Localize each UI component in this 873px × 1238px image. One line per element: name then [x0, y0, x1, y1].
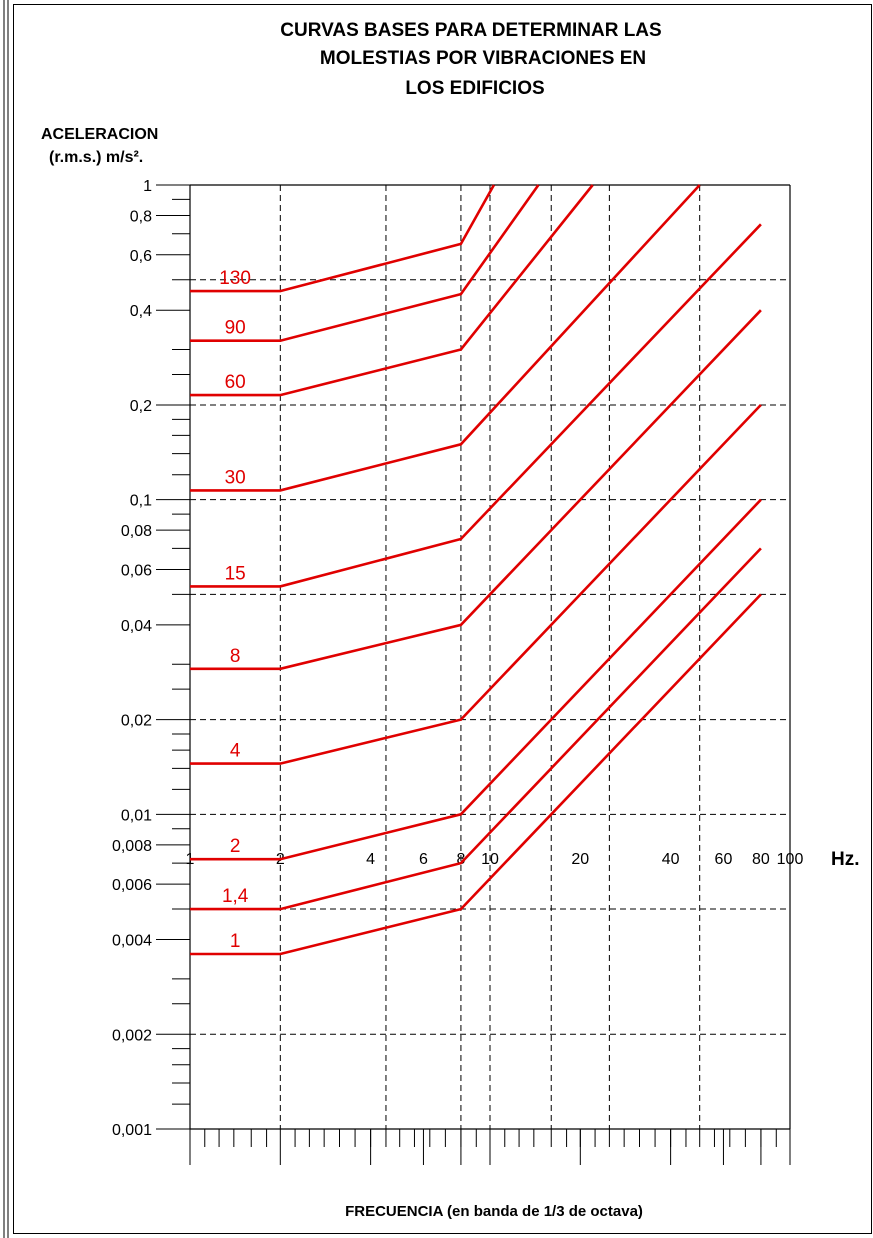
- x-tick-label: 80: [752, 851, 770, 868]
- y-tick-label: 0,06: [121, 562, 152, 579]
- y-tick-label: 0,04: [121, 618, 152, 635]
- curve-line: [190, 547, 762, 911]
- y-tick-label: 0,8: [130, 208, 152, 225]
- x-tick-label: 100: [777, 851, 804, 868]
- x-tick-label: 8: [456, 851, 465, 868]
- curve-label: 130: [219, 268, 251, 289]
- x-tick-label: 10: [481, 851, 499, 868]
- curve-line: [190, 498, 762, 861]
- curve-label: 2: [230, 836, 241, 857]
- y-tick-label: 0,008: [112, 838, 152, 855]
- curve-label: 8: [230, 646, 241, 667]
- y-tick-label: 0,02: [121, 713, 152, 730]
- y-tick-label: 0,08: [121, 523, 152, 540]
- curve-label: 90: [225, 318, 246, 339]
- y-tick-label: 0,004: [112, 933, 152, 950]
- x-axis-unit: Hz.: [831, 849, 860, 870]
- y-axis-label-line-1: ACELERACION: [41, 126, 158, 143]
- curve-line: [190, 404, 762, 765]
- x-tick-label: 4: [366, 851, 375, 868]
- y-tick-label: 0,01: [121, 807, 152, 824]
- y-tick-label: 1: [143, 178, 152, 195]
- curve-label: 1: [230, 931, 241, 952]
- curve-line: [190, 593, 762, 956]
- y-tick-label: 0,006: [112, 877, 152, 894]
- curve-label: 30: [225, 467, 246, 488]
- x-axis-label: FRECUENCIA (en banda de 1/3 de octava): [345, 1203, 643, 1220]
- curve-label: 1,4: [222, 886, 249, 907]
- x-tick-label: 40: [662, 851, 680, 868]
- curve-label: 15: [225, 563, 246, 584]
- chart-title-line-3: LOS EDIFICIOS: [405, 78, 544, 99]
- x-tick-label: 6: [419, 851, 428, 868]
- chart-title-line-1: CURVAS BASES PARA DETERMINAR LAS: [280, 20, 661, 41]
- chart-title-line-2: MOLESTIAS POR VIBRACIONES EN: [320, 48, 646, 69]
- axes: 1 0,8 0,6 0,4 0,2 0,1 0,08 0,06 0,04 0,02 0,01 0,00…: [112, 178, 803, 1165]
- curve-line: [190, 184, 594, 397]
- y-tick-label: 0,6: [130, 248, 152, 265]
- x-tick-label: 60: [715, 851, 733, 868]
- y-tick-label: 0,4: [130, 303, 152, 320]
- y-tick-label: 0,1: [130, 493, 152, 510]
- outer-frame: [13, 4, 872, 1234]
- curve-line: [190, 184, 540, 343]
- curve-label: 4: [230, 741, 241, 762]
- x-tick-label: 20: [571, 851, 589, 868]
- curve-line: [190, 309, 762, 671]
- y-axis-label-line-2: (r.m.s.) m/s².: [49, 149, 143, 166]
- y-tick-label: 0,2: [130, 398, 152, 415]
- curve-line: [190, 223, 762, 588]
- curve-label: 60: [225, 372, 246, 393]
- curve-line: [190, 184, 496, 293]
- curves: 130 90 60 30 15 8 4 2 1,4 1: [190, 184, 762, 956]
- y-tick-label: 0,001: [112, 1122, 152, 1139]
- y-tick-label: 0,002: [112, 1027, 152, 1044]
- curve-line: [190, 184, 701, 492]
